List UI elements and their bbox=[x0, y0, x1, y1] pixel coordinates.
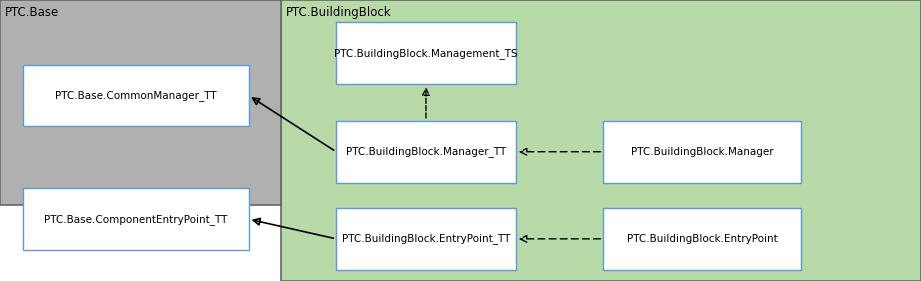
Text: PTC.BuildingBlock.Management_TS: PTC.BuildingBlock.Management_TS bbox=[334, 48, 518, 59]
Bar bbox=[603, 121, 801, 183]
Text: PTC.BuildingBlock.EntryPoint_TT: PTC.BuildingBlock.EntryPoint_TT bbox=[342, 234, 510, 244]
Text: PTC.Base.ComponentEntryPoint_TT: PTC.Base.ComponentEntryPoint_TT bbox=[44, 214, 227, 225]
Bar bbox=[603, 208, 801, 270]
Text: PTC.Base.CommonManager_TT: PTC.Base.CommonManager_TT bbox=[55, 90, 216, 101]
Bar bbox=[23, 188, 249, 250]
Bar bbox=[336, 121, 516, 183]
Text: PTC.BuildingBlock.Manager_TT: PTC.BuildingBlock.Manager_TT bbox=[346, 146, 506, 157]
Text: PTC.BuildingBlock.EntryPoint: PTC.BuildingBlock.EntryPoint bbox=[627, 234, 777, 244]
Bar bbox=[336, 208, 516, 270]
Text: PTC.BuildingBlock.Manager: PTC.BuildingBlock.Manager bbox=[631, 147, 774, 157]
Text: PTC.Base: PTC.Base bbox=[5, 6, 59, 19]
Bar bbox=[281, 0, 921, 281]
Bar bbox=[0, 0, 281, 205]
Bar bbox=[23, 65, 249, 126]
Text: PTC.BuildingBlock: PTC.BuildingBlock bbox=[286, 6, 391, 19]
Bar bbox=[336, 22, 516, 84]
